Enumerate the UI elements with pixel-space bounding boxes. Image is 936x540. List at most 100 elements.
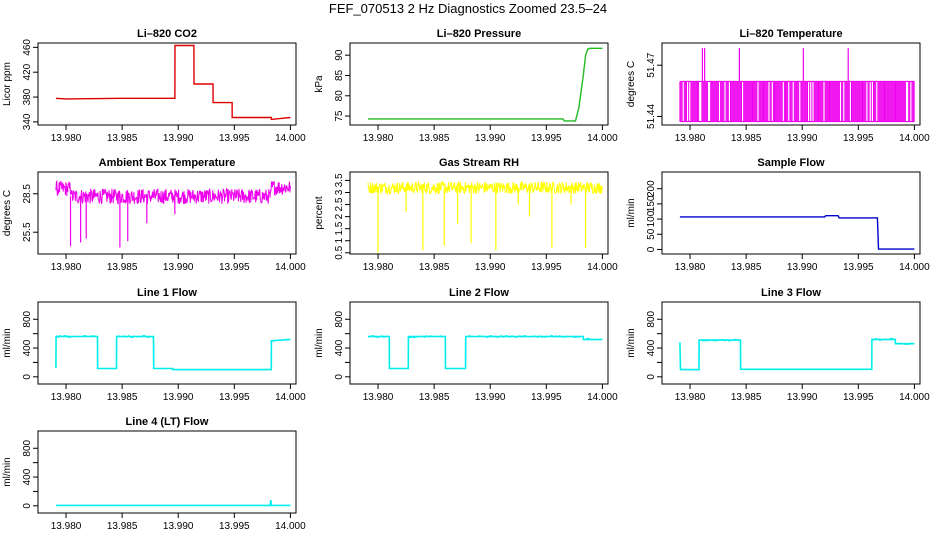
chart-title: Line 3 Flow [761,287,821,299]
y-tick-label: 90 [334,49,345,61]
y-axis-label: ml/min [314,328,325,357]
x-tick-label: 13.990 [787,262,818,273]
chart-title: Sample Flow [757,157,825,169]
x-tick-label: 14.000 [899,392,930,403]
flow-noise [583,337,602,341]
x-tick-label: 14.000 [899,133,930,144]
y-tick-label: 25.5 [22,222,33,242]
x-tick-label: 13.995 [219,521,250,532]
x-tick-label: 13.985 [107,521,138,532]
y-tick-label: 800 [334,310,345,327]
y-axis-label: ml/min [2,328,13,357]
plot-frame [661,42,921,126]
y-tick-label: 51.44 [646,104,657,129]
ambient_temp-svg: Ambient Box Temperature 13.980 13.985 13.99… [2,157,306,273]
chart-title: Li–820 Temperature [739,28,842,40]
x-tick-label: 13.995 [531,262,562,273]
y-tick-label: 75 [334,110,345,122]
y-tick-label: 400 [334,339,345,356]
line3-svg: Line 3 Flow 13.980 13.985 13.990 13.995 14.00… [626,287,930,403]
x-tick-label: 13.980 [51,133,82,144]
y-tick-label: 800 [646,310,657,327]
plot-frame [37,430,297,514]
x-tick-label: 14.000 [275,133,306,144]
x-tick-label: 13.980 [675,133,706,144]
y-tick-label: 0 [646,374,657,380]
flow-noise [408,335,445,339]
plot-frame [37,301,297,385]
line1-flow-panel: Line 1 Flow 13.980 13.985 13.990 13.995 14.00… [0,281,306,406]
x-tick-label: 14.000 [275,392,306,403]
rh-series-line [367,180,603,196]
x-tick-label: 14.000 [275,521,306,532]
pressure-svg: Li–820 Pressure 13.980 13.985 13.990 13.995 1… [314,28,618,144]
y-tick-label: 420 [22,63,33,80]
rh-panel: Gas Stream RH 13.980 13.985 13.990 13.995 14.… [312,151,618,276]
x-tick-label: 13.995 [219,133,250,144]
plot-frame [661,301,921,385]
sample-flow-panel: Sample Flow 13.980 13.985 13.990 13.995 14.00… [624,151,930,276]
x-tick-label: 13.985 [107,133,138,144]
y-tick-label: 3 [334,189,345,195]
plot-frame [37,171,297,255]
y-tick-label: 1 [334,238,345,244]
chart-title: Li–820 CO2 [137,28,197,40]
y-tick-label: 85 [334,69,345,81]
x-tick-label: 13.995 [531,392,562,403]
flow-noise [116,334,153,339]
x-tick-label: 13.995 [219,392,250,403]
line4-series-line [55,500,291,507]
y-axis-label: Licor ppm [2,62,13,106]
y-tick-label: 400 [646,339,657,356]
x-tick-label: 13.990 [475,133,506,144]
line1-svg: Line 1 Flow 13.980 13.985 13.990 13.995 14.00… [2,287,306,403]
flow-noise [55,334,97,339]
flow-noise [367,334,388,339]
plot-frame [661,171,921,255]
sample_flow-series-line [679,215,915,250]
x-tick-label: 13.985 [419,262,450,273]
y-tick-label: 0 [22,503,33,509]
y-axis-label: ml/min [626,198,637,227]
ambient-temp-panel: Ambient Box Temperature 13.980 13.985 13.99… [0,151,306,276]
y-axis-label: percent [314,196,325,230]
x-tick-label: 13.980 [51,392,82,403]
co2-series-line [55,44,291,121]
line2-series-line [367,335,603,370]
x-tick-label: 14.000 [587,262,618,273]
y-tick-label: 800 [22,439,33,456]
line1-series-line [55,335,291,371]
y-tick-label: 50 [646,228,657,240]
x-tick-label: 13.990 [475,392,506,403]
x-tick-label: 13.995 [531,133,562,144]
y-tick-label: 100 [646,210,657,227]
x-tick-label: 13.985 [731,392,762,403]
plot-frame [349,42,609,126]
y-tick-label: 200 [646,180,657,197]
x-tick-label: 13.990 [163,521,194,532]
y-axis-label: degrees C [2,190,13,236]
x-tick-label: 13.985 [419,392,450,403]
x-tick-label: 13.980 [363,392,394,403]
co2-panel: Li–820 CO2 13.980 13.985 13.990 13.995 14.000… [0,22,306,147]
y-tick-label: 0 [334,374,345,380]
x-tick-label: 13.980 [675,262,706,273]
y-tick-label: 460 [22,39,33,56]
x-tick-label: 13.990 [787,133,818,144]
x-tick-label: 13.980 [675,392,706,403]
licor_temp-svg: Li–820 Temperature 13.980 13.985 13.990 13.9… [626,28,930,144]
licor-temp-panel: Li–820 Temperature 13.980 13.985 13.990 13.9… [624,22,930,147]
co2-svg: Li–820 CO2 13.980 13.985 13.990 13.995 14.000… [2,28,306,144]
rh-svg: Gas Stream RH 13.980 13.985 13.990 13.995 14.… [314,157,618,273]
flow-noise [895,342,914,345]
y-axis-label: ml/min [626,328,637,357]
line2-svg: Line 2 Flow 13.980 13.985 13.990 13.995 14.00… [314,287,618,403]
line3-series-line [679,338,915,371]
x-tick-label: 13.990 [475,262,506,273]
line2-flow-panel: Line 2 Flow 13.980 13.985 13.990 13.995 14.00… [312,281,618,406]
x-tick-label: 14.000 [899,262,930,273]
x-tick-label: 13.985 [731,262,762,273]
flow-noise [465,334,582,339]
x-tick-label: 13.990 [163,392,194,403]
y-axis-label: ml/min [2,457,13,486]
